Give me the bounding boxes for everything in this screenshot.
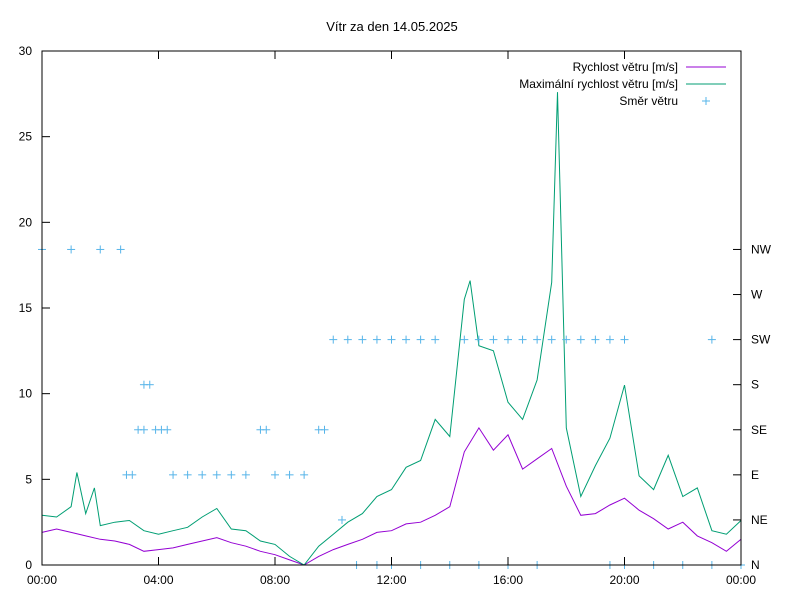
x-tick-label: 00:00 [726,573,756,587]
legend: Rychlost větru [m/s] Maximální rychlost v… [519,60,726,108]
direction-marker [285,470,294,479]
direction-marker [163,425,172,434]
legend-label: Směr větru [619,94,678,108]
legend-label: Maximální rychlost větru [m/s] [519,77,678,91]
direction-marker [576,335,585,344]
direction-marker [431,335,440,344]
y-tick-label: 25 [19,130,33,144]
direction-marker [67,245,76,254]
y2-tick-label: NW [751,242,772,256]
y2-tick-label: S [751,378,759,392]
direction-marker [96,245,105,254]
x-tick-label: 12:00 [376,573,406,587]
direction-marker [504,335,512,344]
x-tick-label: 16:00 [493,573,523,587]
y2-tick-label: SE [751,423,767,437]
direction-marker [329,335,338,344]
direction-marker [212,470,221,479]
direction-marker [116,245,125,254]
direction-marker [416,335,425,344]
legend-label: Rychlost větru [m/s] [573,60,678,74]
direction-marker [518,335,527,344]
direction-marker [474,335,483,344]
y-tick-label: 15 [19,301,33,315]
direction-marker [183,470,192,479]
y-tick-label: 10 [19,387,33,401]
direction-marker [139,425,148,434]
plot-area [38,92,745,569]
direction-marker [562,335,571,344]
y-tick-label: 5 [25,472,32,486]
direction-marker [145,380,154,389]
direction-marker [169,470,178,479]
direction-marker [533,335,542,344]
chart-title: Vítr za den 14.05.2025 [326,19,458,34]
direction-marker [358,335,367,344]
direction-marker [605,335,614,344]
direction-marker [271,470,279,479]
direction-marker [337,515,346,524]
direction-marker [241,470,250,479]
direction-marker [387,335,396,344]
y-tick-label: 30 [19,44,33,58]
direction-marker [343,335,352,344]
y2-tick-label: SW [751,333,771,347]
y2-tick-label: NE [751,513,768,527]
y-tick-label: 20 [19,215,33,229]
direction-marker [372,335,381,344]
y-tick-label: 0 [25,558,32,572]
x-tick-label: 00:00 [27,573,57,587]
direction-marker [547,335,556,344]
direction-marker [128,470,137,479]
y2-tick-label: W [751,288,763,302]
direction-marker [460,335,469,344]
y2-tick-label: N [751,558,760,572]
x-tick-label: 20:00 [609,573,639,587]
direction-marker [489,335,498,344]
direction-marker [707,335,716,344]
plot-frame [41,50,742,566]
axes: 0 5 10 15 20 25 30 00:00 04:00 08:00 12:00 16:00 20:… [19,44,772,587]
legend-marker [702,97,710,105]
direction-marker [262,425,271,434]
direction-marker [591,335,600,344]
direction-marker [198,470,207,479]
x-tick-label: 08:00 [260,573,290,587]
direction-marker [402,335,411,344]
series-line-1 [41,92,742,566]
direction-marker [620,335,629,344]
direction-marker [320,425,329,434]
series-line-0 [41,426,742,566]
direction-marker [300,470,309,479]
x-tick-label: 04:00 [143,573,173,587]
y2-tick-label: E [751,468,759,482]
direction-marker [227,470,236,479]
